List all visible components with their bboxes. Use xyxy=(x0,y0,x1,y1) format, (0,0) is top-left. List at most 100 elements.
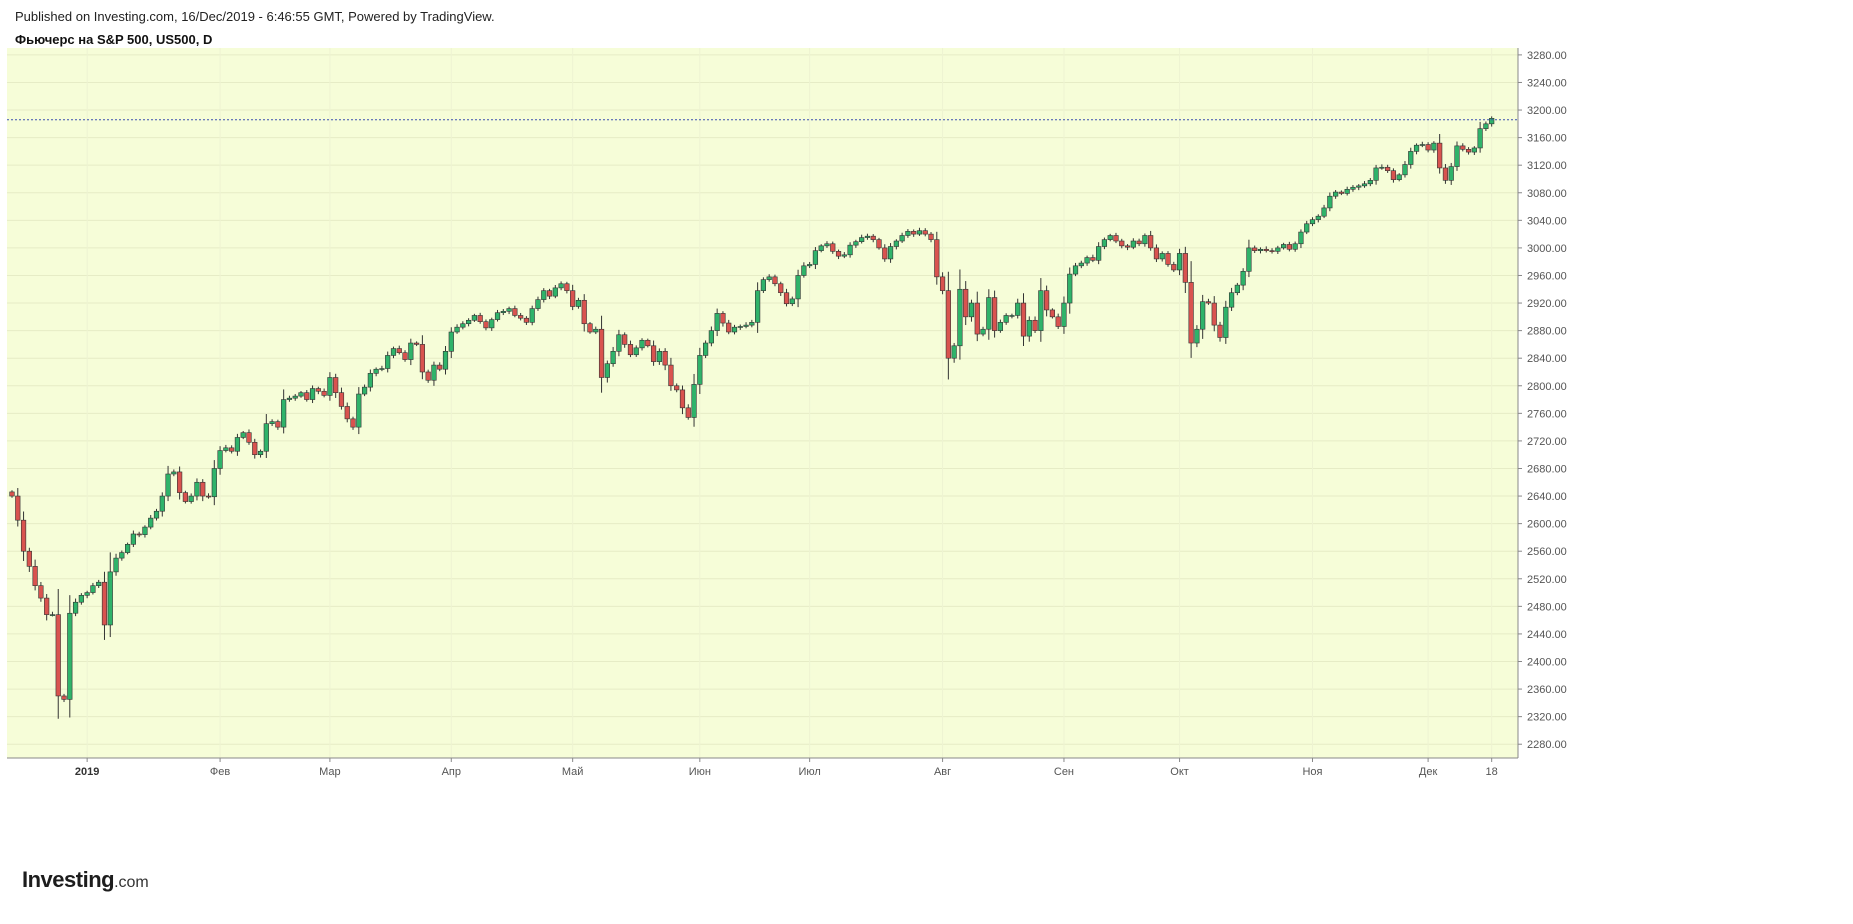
candle xyxy=(408,338,414,366)
candle xyxy=(604,360,610,383)
candle xyxy=(587,321,593,334)
candle-body xyxy=(15,495,21,521)
candle-body xyxy=(1240,271,1246,286)
candle xyxy=(922,228,928,237)
candle xyxy=(1159,251,1165,262)
candle-body xyxy=(67,612,73,700)
candle xyxy=(396,345,402,355)
candle xyxy=(1257,247,1264,254)
candle xyxy=(419,335,425,380)
candle-body xyxy=(1026,319,1032,337)
candle xyxy=(9,490,15,498)
x-tick-label: Дек xyxy=(1419,766,1438,778)
candle xyxy=(529,305,535,326)
candle xyxy=(570,284,576,311)
candle xyxy=(211,460,217,506)
candle-body xyxy=(905,231,911,236)
candle xyxy=(1084,255,1090,266)
candle-body xyxy=(321,390,327,396)
candle-body xyxy=(148,517,154,528)
candle-body xyxy=(84,592,90,596)
candle-body xyxy=(38,585,44,599)
candle xyxy=(934,231,940,285)
candle-body xyxy=(1182,253,1188,283)
candle-body xyxy=(177,471,183,493)
candle-body xyxy=(1454,145,1460,167)
candle-body xyxy=(200,481,206,497)
chart-title: Фьючерс на S&P 500, US500, D xyxy=(15,32,213,47)
candle-body xyxy=(471,315,478,321)
candle xyxy=(1009,313,1015,319)
y-tick-label: 3280.00 xyxy=(1527,50,1567,62)
candle xyxy=(373,367,379,377)
candle-body xyxy=(546,290,553,297)
candle-body xyxy=(755,290,761,323)
candle xyxy=(772,274,778,287)
candle-body xyxy=(714,313,720,331)
candle-body xyxy=(1142,235,1148,245)
candle xyxy=(304,390,310,402)
candle xyxy=(575,297,582,309)
candle xyxy=(674,383,680,393)
candle-body xyxy=(1194,328,1200,344)
candle-body xyxy=(679,389,686,409)
candle-body xyxy=(1471,147,1477,153)
candle xyxy=(760,277,766,293)
candle-body xyxy=(743,324,749,327)
candle xyxy=(477,312,483,324)
candle xyxy=(807,261,813,269)
candle-body xyxy=(581,299,587,325)
candle xyxy=(841,252,847,259)
candle-body xyxy=(125,544,131,553)
candle xyxy=(1298,229,1304,249)
candle xyxy=(494,309,501,322)
candle xyxy=(425,369,431,383)
candle xyxy=(165,465,171,502)
candle xyxy=(67,595,73,718)
candle xyxy=(286,395,293,402)
candle xyxy=(1003,313,1009,325)
candle xyxy=(1055,313,1061,330)
candle xyxy=(309,385,316,404)
candle-body xyxy=(1327,195,1333,209)
candle-body xyxy=(807,264,813,267)
candle xyxy=(743,322,749,329)
candle-body xyxy=(494,312,501,320)
candle xyxy=(835,249,842,260)
candle-body xyxy=(1361,183,1368,187)
candle-body xyxy=(361,386,368,395)
candle-body xyxy=(1211,302,1217,326)
candle xyxy=(1165,251,1171,267)
candle-body xyxy=(165,473,171,497)
candle xyxy=(1275,245,1281,254)
candle xyxy=(177,466,183,500)
candle xyxy=(656,348,662,365)
y-tick-label: 2880.00 xyxy=(1527,326,1567,338)
candle-body xyxy=(616,334,622,352)
candle-body xyxy=(639,339,645,349)
candle-body xyxy=(1119,240,1125,247)
candle-body xyxy=(512,308,518,316)
candle xyxy=(1408,147,1414,169)
candle xyxy=(361,384,368,397)
candle xyxy=(315,386,321,395)
x-tick-label: Сен xyxy=(1054,766,1074,778)
candle-body xyxy=(939,276,946,291)
candle-body xyxy=(1130,240,1136,248)
candle xyxy=(1309,217,1316,227)
candle xyxy=(240,430,246,440)
candle xyxy=(413,341,420,347)
candle-body xyxy=(1055,316,1061,327)
candle-body xyxy=(1223,306,1229,338)
candle-body xyxy=(188,495,194,502)
candle xyxy=(1390,168,1397,183)
candle-body xyxy=(726,322,732,333)
candle-body xyxy=(240,432,246,438)
candle-body xyxy=(304,392,310,400)
candle-body xyxy=(570,290,576,307)
candle xyxy=(15,488,21,527)
candle xyxy=(1350,185,1356,192)
candle-body xyxy=(801,265,807,276)
candle-body xyxy=(448,331,454,352)
